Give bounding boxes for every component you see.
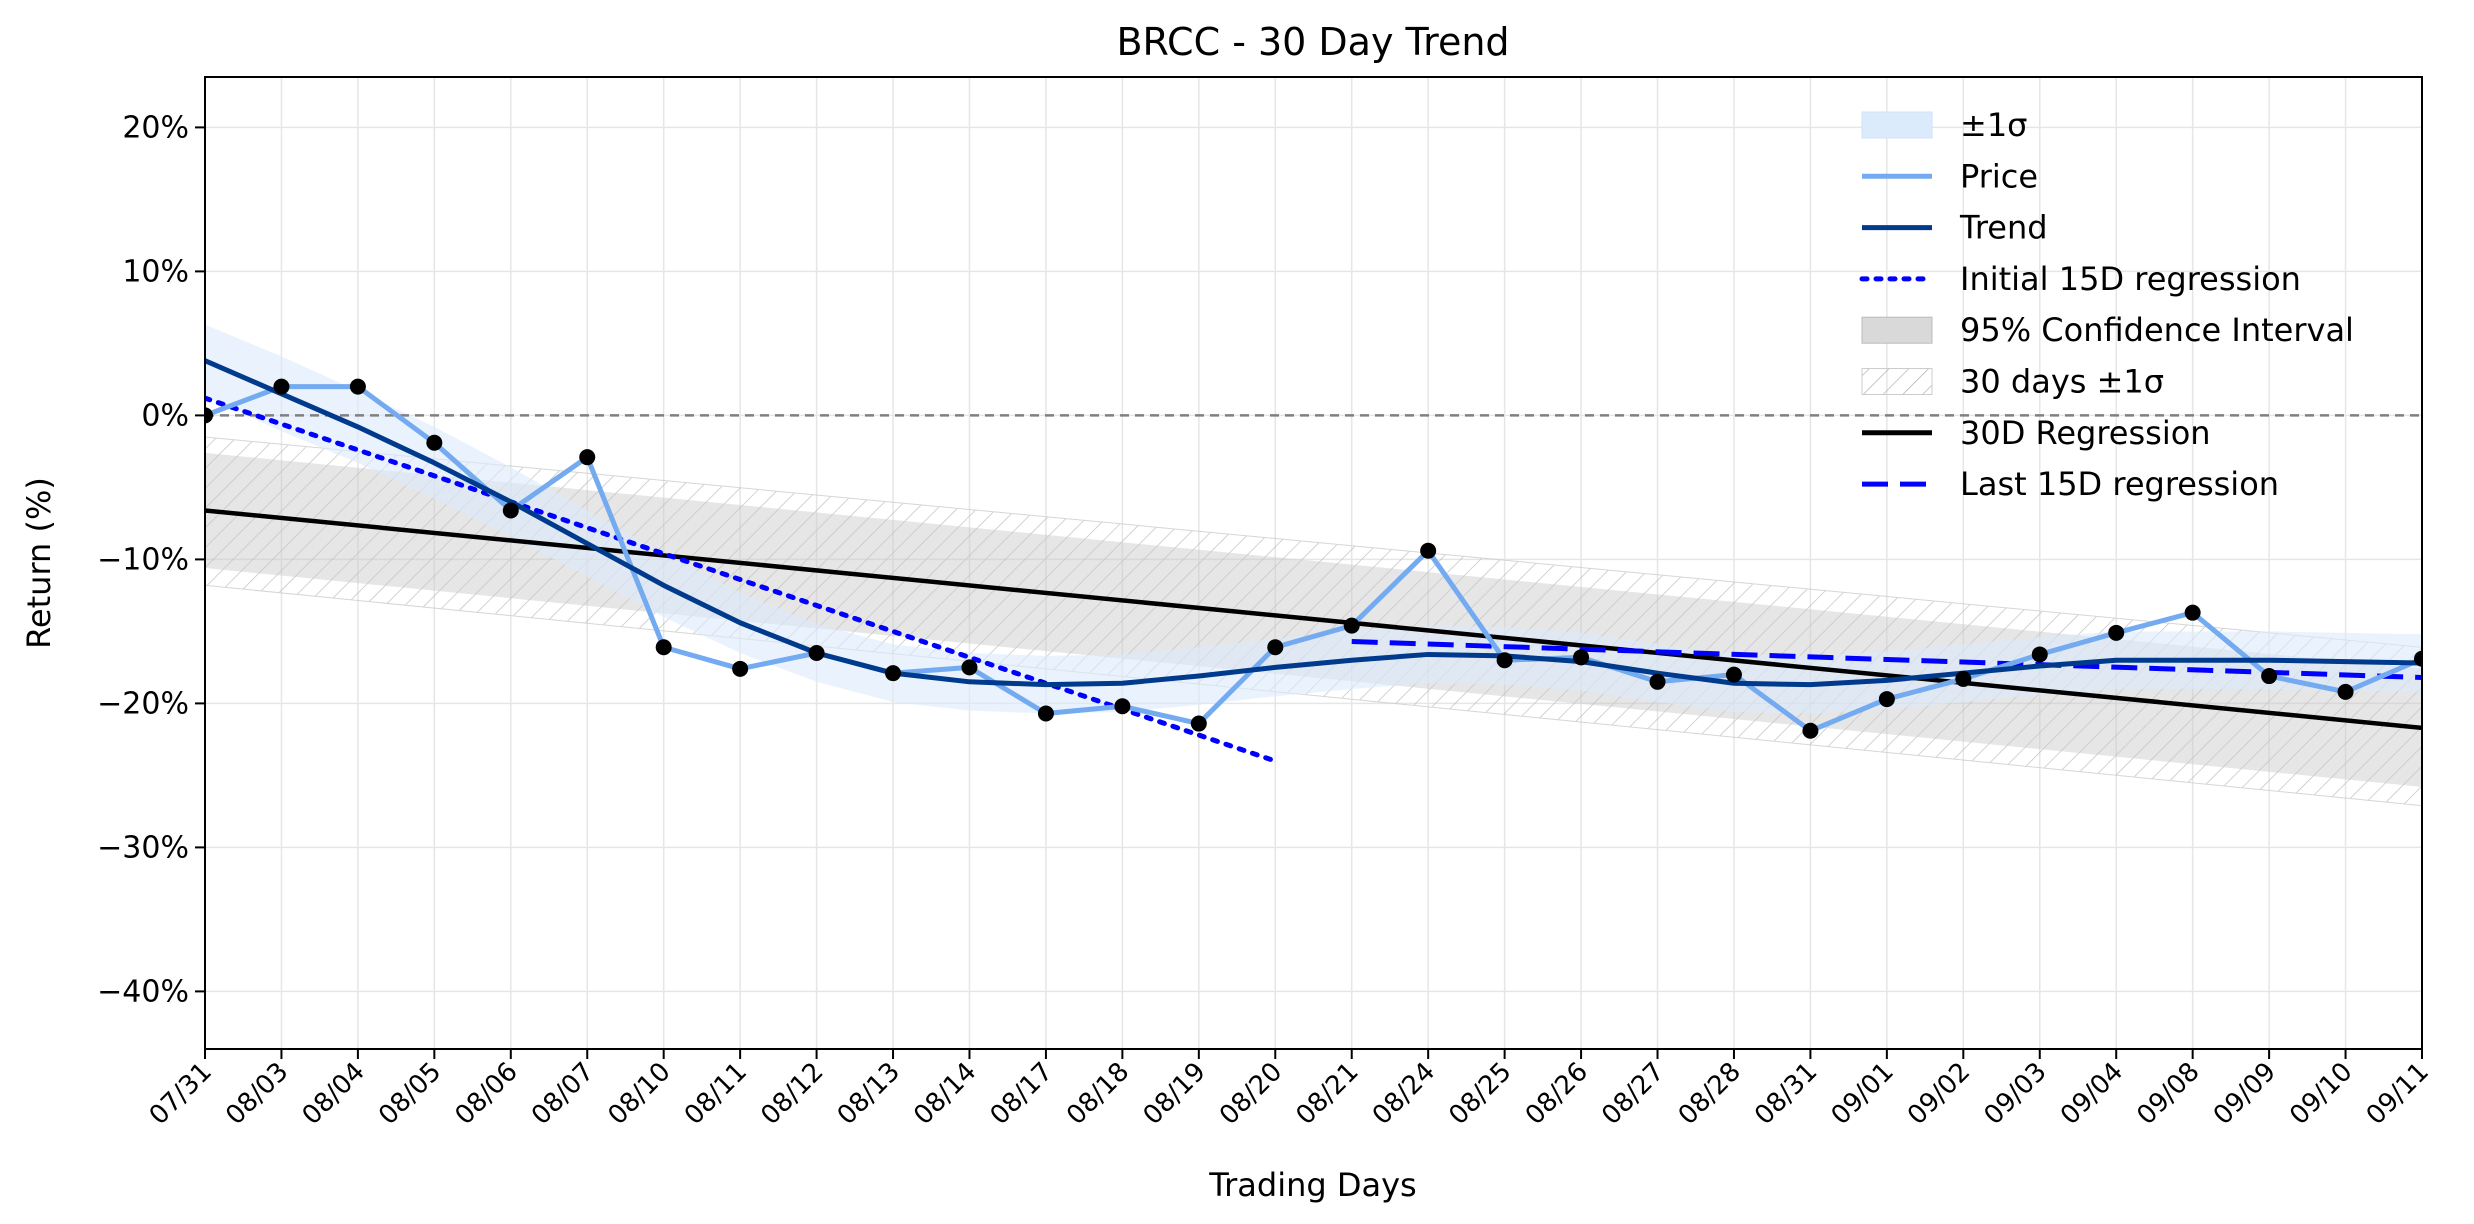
price-point — [2184, 604, 2201, 621]
y-tick-label: 10% — [122, 254, 189, 289]
legend-swatch-sigma — [1861, 111, 1933, 139]
plot-area — [205, 324, 2422, 807]
price-point — [2261, 668, 2278, 685]
x-tick-label: 08/31 — [1749, 1057, 1823, 1131]
legend-label: 30D Regression — [1960, 414, 2211, 452]
price-point — [205, 407, 213, 424]
price-point — [2031, 646, 2048, 663]
x-tick-label: 09/10 — [2284, 1057, 2358, 1131]
price-point — [426, 434, 443, 451]
price-point — [732, 660, 749, 677]
price-point — [1114, 698, 1131, 715]
x-tick-label: 08/21 — [1290, 1057, 1364, 1131]
x-tick-label: 08/26 — [1520, 1057, 1594, 1131]
x-tick-label: 08/03 — [220, 1057, 294, 1131]
price-point — [1878, 691, 1895, 708]
price-point — [885, 665, 902, 682]
price-point — [579, 449, 596, 466]
price-point — [1037, 705, 1054, 722]
x-tick-label: 08/24 — [1367, 1057, 1441, 1131]
price-point — [1496, 652, 1513, 669]
x-tick-label: 09/08 — [2131, 1057, 2205, 1131]
x-tick-label: 08/17 — [985, 1057, 1059, 1131]
x-tick-label: 09/03 — [1979, 1057, 2053, 1131]
x-tick-label: 08/18 — [1061, 1057, 1135, 1131]
x-tick-label: 08/05 — [373, 1057, 447, 1131]
legend-label: Last 15D regression — [1960, 465, 2279, 503]
x-tick-label: 08/11 — [679, 1057, 753, 1131]
y-tick-label: −40% — [97, 974, 189, 1009]
y-axis: 20% 10% 0% −10% −20% −30% −40% — [97, 110, 205, 1009]
x-tick-label: 07/31 — [144, 1057, 218, 1131]
x-tick-label: 08/07 — [526, 1057, 600, 1131]
y-tick-label: −20% — [97, 686, 189, 721]
price-point — [1955, 670, 1972, 687]
x-tick-label: 09/01 — [1826, 1057, 1900, 1131]
price-point — [1267, 639, 1284, 656]
legend-label: ±1σ — [1960, 106, 2027, 144]
x-tick-label: 08/10 — [602, 1057, 676, 1131]
legend-label: 95% Confidence Interval — [1960, 311, 2354, 349]
x-tick-label: 08/12 — [755, 1057, 829, 1131]
y-tick-label: 0% — [141, 398, 189, 433]
legend-label: Price — [1960, 157, 2038, 195]
price-point — [1802, 722, 1819, 739]
x-tick-label: 08/20 — [1214, 1057, 1288, 1131]
price-point — [2414, 650, 2422, 667]
x-tick-label: 08/13 — [832, 1057, 906, 1131]
price-point — [1190, 715, 1207, 732]
price-point — [2337, 683, 2354, 700]
x-tick-label: 08/27 — [1596, 1057, 1670, 1131]
x-tick-label: 09/04 — [2055, 1057, 2129, 1131]
regression-last-15d — [1351, 638, 2422, 680]
price-point — [1573, 649, 1590, 666]
chart-title: BRCC - 30 Day Trend — [1116, 20, 1509, 64]
price-point — [1343, 617, 1360, 634]
price-line — [205, 384, 2422, 734]
legend-label: Initial 15D regression — [1960, 260, 2301, 298]
legend-label: 30 days ±1σ — [1960, 363, 2164, 401]
plot-frame — [204, 76, 2423, 1050]
x-tick-label: 09/02 — [1902, 1057, 1976, 1131]
legend-swatch-ci — [1861, 316, 1933, 344]
legend: ±1σ Price Trend Initial 15D regression 95% C… — [1859, 106, 2354, 503]
x-tick-label: 08/25 — [1443, 1057, 1517, 1131]
x-tick-label: 09/09 — [2208, 1057, 2282, 1131]
x-tick-label: 09/11 — [2361, 1057, 2435, 1131]
regression-initial-15d — [205, 395, 1278, 764]
y-tick-label: −10% — [97, 542, 189, 577]
x-tick-label: 08/04 — [297, 1057, 371, 1131]
x-axis: 07/31 08/03 08/04 08/05 08/06 08/07 08/10 08/11… — [144, 1049, 2435, 1131]
x-tick-label: 08/19 — [1138, 1057, 1212, 1131]
price-point — [502, 502, 519, 519]
price-point — [2108, 624, 2125, 641]
legend-swatch-30d-sigma — [1861, 368, 1933, 395]
y-tick-label: −30% — [97, 830, 189, 865]
y-axis-title: Return (%) — [20, 477, 58, 649]
price-point — [655, 639, 672, 656]
band-sigma — [205, 324, 2422, 714]
legend-label: Trend — [1959, 209, 2048, 247]
trend-line — [205, 358, 2422, 688]
x-tick-label: 08/06 — [450, 1057, 524, 1131]
price-point — [349, 378, 366, 395]
x-axis-title: Trading Days — [1208, 1166, 1416, 1204]
y-tick-label: 20% — [122, 110, 189, 145]
price-point — [808, 645, 825, 661]
price-point — [273, 378, 290, 395]
price-point — [1725, 666, 1742, 683]
x-tick-label: 08/14 — [908, 1057, 982, 1131]
regression-30d — [205, 508, 2422, 731]
price-point — [1420, 542, 1437, 559]
price-point — [961, 659, 978, 676]
x-tick-label: 08/28 — [1673, 1057, 1747, 1131]
price-point — [1649, 673, 1666, 690]
